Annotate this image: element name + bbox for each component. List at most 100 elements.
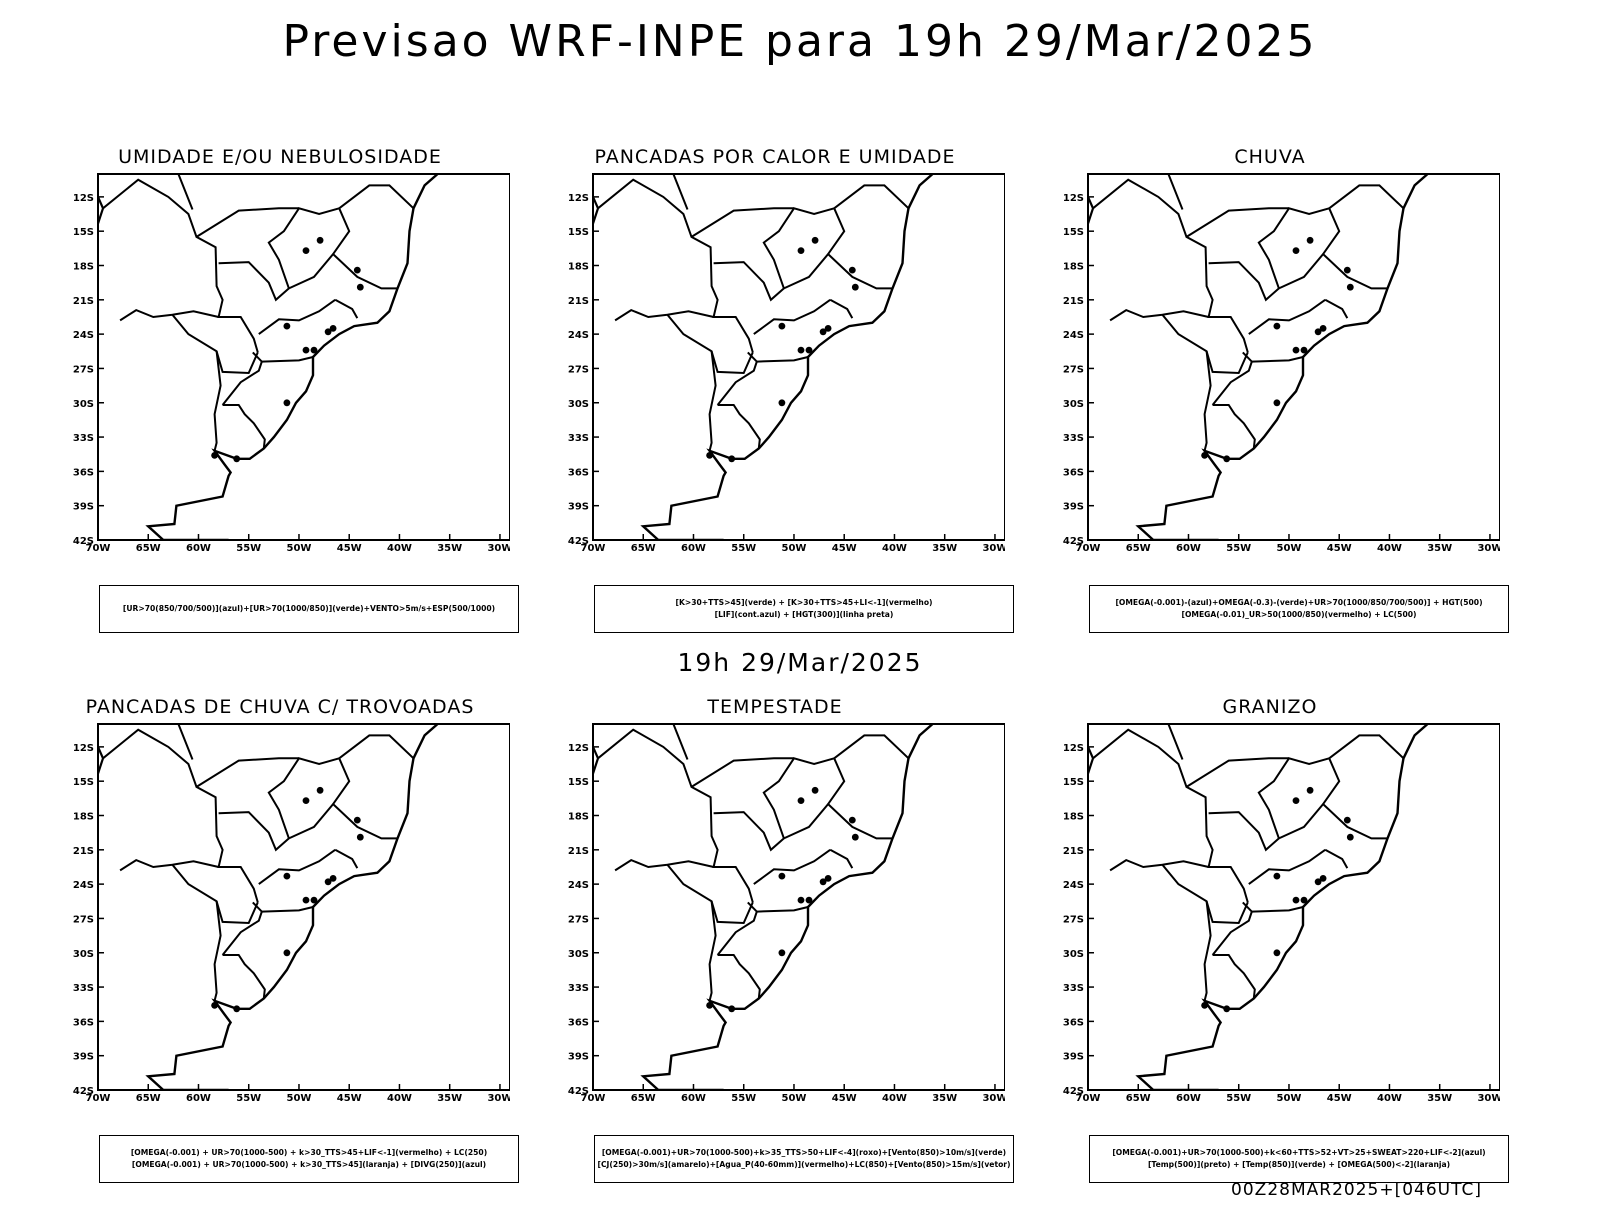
city-marker [1346,283,1354,291]
lon-tick-label: 30W [982,1093,1005,1104]
lon-tick-label: 60W [1176,543,1201,554]
panel-pancadas-calor: PANCADAS POR CALOR E UMIDADE 96009600950… [545,146,1014,656]
coastline-west [593,744,600,778]
state-border [213,901,222,1002]
lat-tick-label: 39S [73,502,94,513]
lon-tick-label: 65W [1126,1093,1151,1104]
lat-tick-label: 30S [568,399,589,410]
city-marker [1343,266,1351,274]
lon-tick-label: 70W [581,1093,606,1104]
lon-tick-label: 70W [86,543,111,554]
lat-tick-label: 33S [1063,433,1084,444]
state-border [653,174,689,210]
map-frame [592,173,1005,541]
lat-tick-label: 21S [568,846,589,857]
state-border [717,404,761,449]
city-marker [778,949,786,957]
lat-tick-label: 21S [1063,846,1084,857]
lat-tick-label: 24S [568,330,589,341]
map-frame [97,723,510,1091]
lon-tick-label: 50W [1276,543,1301,554]
city-marker [283,872,291,880]
coastline-atlantic [1135,174,1429,540]
state-border [1161,864,1249,925]
city-marker [211,1002,219,1009]
lat-tick-label: 42S [73,536,94,547]
forecast-map: 5825825825825825825765765735735675675701… [1063,173,1500,554]
state-border [717,954,761,999]
lon-tick-label: 60W [186,543,211,554]
state-border [258,298,336,335]
city-marker [1273,322,1281,330]
state-border [288,803,334,840]
panel-trovoadas: PANCADAS DE CHUVA C/ TROVOADAS 12S 15S 18S… [50,696,519,1206]
lat-tick-label: 36S [73,1017,94,1028]
state-border [1109,858,1209,872]
lat-tick-label: 15S [73,227,94,238]
lat-tick-label: 42S [568,536,589,547]
state-border [1328,734,1405,760]
city-marker [797,797,805,804]
lat-tick-label: 18S [568,262,589,273]
lat-tick-label: 30S [1063,399,1084,410]
lon-tick-label: 40W [1377,1093,1402,1104]
city-marker [233,1005,241,1013]
state-border [338,184,415,210]
state-border [331,757,398,840]
state-border [158,174,194,210]
state-border [762,207,835,289]
lat-tick-label: 21S [1063,296,1084,307]
panel-title: GRANIZO [1222,696,1318,718]
city-marker [1292,247,1300,254]
city-marker [811,236,819,244]
map-frame [592,723,1005,1091]
lon-tick-label: 30W [487,1093,510,1104]
city-marker [1300,346,1308,354]
state-border [338,734,415,760]
panel-legend: [K>30+TTS>45](verde) + [K>30+TTS>45+LI<-… [594,585,1014,633]
state-border [1161,314,1249,375]
state-border [756,906,809,913]
lat-tick-label: 27S [73,914,94,925]
state-border [1208,261,1280,302]
coastline-atlantic [1135,724,1429,1090]
state-border [614,858,714,872]
map-frame [97,173,510,541]
lat-tick-label: 33S [73,433,94,444]
lat-tick-label: 30S [568,949,589,960]
lat-tick-label: 12S [568,743,589,754]
state-border [713,261,785,302]
lat-tick-label: 39S [1063,1052,1084,1063]
lon-tick-label: 35W [437,543,462,554]
city-marker [805,346,813,354]
legend-line: [OMEGA(-0.001) + UR>70(1000-500) + k>30_… [131,1160,487,1169]
legend-line: [K>30+TTS>45](verde) + [K>30+TTS>45+LI<-… [675,598,933,607]
city-marker [302,247,310,254]
lat-tick-label: 12S [1063,743,1084,754]
state-border [1251,356,1304,363]
city-marker [778,399,786,407]
lat-tick-label: 39S [73,1052,94,1063]
state-border [753,298,831,335]
city-marker [211,452,219,459]
lon-tick-label: 60W [186,1093,211,1104]
state-border [833,734,910,760]
panel-title: CHUVA [1234,146,1306,168]
lon-tick-label: 50W [1276,1093,1301,1104]
city-marker [819,878,827,886]
panel-legend: [OMEGA(-0.001)+UR>70(1000-500)+k>35_TTS>… [594,1135,1014,1183]
city-marker [728,455,736,463]
legend-line: [OMEGA(-0.001)-(azul)+OMEGA(-0.3)-(verde… [1115,598,1483,607]
panel-title: UMIDADE E/OU NEBULOSIDADE [118,146,442,168]
state-border [1324,848,1349,869]
state-border [829,848,854,869]
lat-tick-label: 27S [568,364,589,375]
lon-tick-label: 40W [387,543,412,554]
lat-tick-label: 42S [568,1086,589,1097]
city-marker [805,896,813,904]
city-marker [778,322,786,330]
lat-tick-label: 12S [568,193,589,204]
state-border [218,261,290,302]
lon-tick-label: 65W [136,543,161,554]
